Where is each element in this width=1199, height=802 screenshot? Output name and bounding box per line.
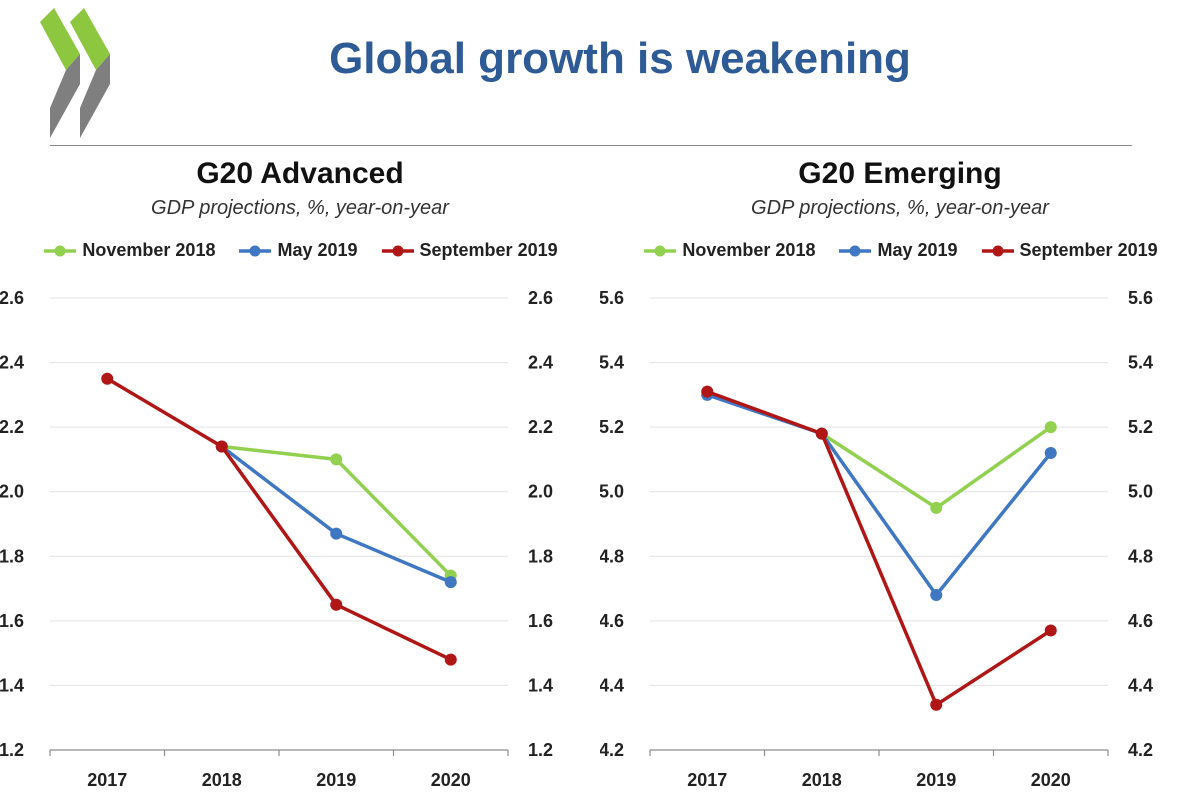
x-tick-label: 2019 [316,770,356,790]
y-tick-label-left: 4.6 [600,611,624,631]
header-divider [50,145,1132,146]
x-tick-label: 2019 [916,770,956,790]
y-tick-label-right: 4.8 [1128,546,1153,566]
series-line [220,444,453,584]
y-tick-label-left: 5.4 [600,353,624,373]
x-tick-label: 2018 [802,770,842,790]
y-tick-label-right: 5.6 [1128,288,1153,308]
y-tick-label-left: 1.8 [0,546,24,566]
y-tick-label-left: 1.2 [0,740,24,760]
legend-swatch-icon [381,245,414,256]
y-tick-label-left: 4.4 [600,675,624,695]
legend-swatch-icon [839,245,872,256]
legend-label: November 2018 [682,240,816,260]
data-point [930,589,943,602]
chart-plot-area: 4.2 4.2 4.4 4.4 4.6 4.6 4.8 4.8 5.0 5.0 5.2 5.2 5.4 5… [600,288,1153,790]
legend-label: May 2019 [877,240,958,260]
y-tick-label-left: 1.6 [0,611,24,631]
legend-swatch-marker [992,245,1004,256]
legend-swatch-marker [654,245,666,256]
y-tick-label-right: 2.0 [528,482,553,502]
data-point [930,698,943,711]
chart-title: G20 Emerging [798,157,1002,190]
legend-item: September 2019 [980,240,1158,261]
data-point [1044,446,1057,459]
data-point [1044,421,1057,434]
y-tick-label-right: 1.8 [528,546,553,566]
y-tick-label-left: 4.2 [600,740,624,760]
legend-swatch-marker [849,245,861,256]
y-tick-label-left: 5.2 [600,417,624,437]
y-tick-label-right: 2.2 [528,417,553,437]
legend-item: November 2018 [642,240,815,261]
legend-item: September 2019 [380,240,558,261]
y-tick-label-left: 2.0 [0,482,24,502]
y-tick-label-right: 2.4 [528,353,553,373]
chart-g20-emerging: G20 Emerging GDP projections, %, year-on… [600,150,1199,802]
legend-swatch-marker [392,245,404,256]
legend-swatch-icon [644,245,677,256]
data-point [330,598,343,611]
data-point [444,576,457,589]
y-tick-label-left: 1.4 [0,675,24,695]
logo-green-chevron-left [40,8,80,70]
chart-subtitle: GDP projections, %, year-on-year [751,197,1049,219]
y-tick-label-right: 5.0 [1128,482,1153,502]
page-title: Global growth is weakening [329,34,911,83]
data-point [1044,624,1057,637]
legend-item: November 2018 [42,240,215,261]
logo-gray-chevron-right [80,54,110,138]
x-tick-label: 2020 [431,770,471,790]
legend-swatch-marker [54,245,66,256]
legend-label: September 2019 [1019,240,1158,260]
chart-g20-advanced: G20 Advanced GDP projections, %, year-on… [0,150,600,802]
legend-label: September 2019 [419,240,558,260]
legend-swatch-icon [981,245,1014,256]
data-point [701,385,714,398]
data-point [444,653,457,666]
y-tick-label-right: 5.2 [1128,417,1153,437]
oecd-chevron-logo-icon [40,8,110,138]
y-tick-label-right: 1.6 [528,611,553,631]
legend-item: May 2019 [837,240,958,261]
legend-swatch-marker [249,245,261,256]
chart-legend: November 2018 May 2019 September 2019 [0,240,600,261]
series-line [705,389,1053,707]
data-point [930,501,943,514]
y-tick-label-right: 5.4 [1128,353,1153,373]
y-tick-label-left: 4.8 [600,546,624,566]
y-tick-label-right: 4.2 [1128,740,1153,760]
chart-title: G20 Advanced [196,157,404,190]
data-point [330,527,343,540]
y-tick-label-right: 1.4 [528,675,553,695]
y-tick-label-right: 1.2 [528,740,553,760]
legend-item: May 2019 [237,240,358,261]
y-tick-label-right: 2.6 [528,288,553,308]
y-tick-label-right: 4.6 [1128,611,1153,631]
y-tick-label-left: 5.6 [600,288,624,308]
legend-swatch-icon [44,245,77,256]
chart-subtitle: GDP projections, %, year-on-year [151,197,449,219]
data-point [330,453,343,466]
y-tick-label-right: 4.4 [1128,675,1153,695]
x-tick-label: 2017 [687,770,727,790]
y-tick-label-left: 2.2 [0,417,24,437]
data-point [101,372,114,385]
y-tick-label-left: 2.4 [0,353,24,373]
x-tick-label: 2020 [1031,770,1071,790]
chart-legend: November 2018 May 2019 September 2019 [600,240,1199,261]
logo-gray-chevron-left [50,54,80,138]
x-tick-label: 2018 [202,770,242,790]
legend-swatch-icon [239,245,272,256]
x-tick-label: 2017 [87,770,127,790]
logo-green-chevron-right [70,8,110,70]
y-tick-label-left: 2.6 [0,288,24,308]
chart-plot-area: 1.2 1.2 1.4 1.4 1.6 1.6 1.8 1.8 2.0 2.0 2.2 2.2 2.4 2… [0,288,553,790]
legend-label: May 2019 [277,240,358,260]
legend-label: November 2018 [82,240,216,260]
series-line [105,376,453,662]
data-point [815,427,828,440]
data-point [215,440,228,453]
y-tick-label-left: 5.0 [600,482,624,502]
